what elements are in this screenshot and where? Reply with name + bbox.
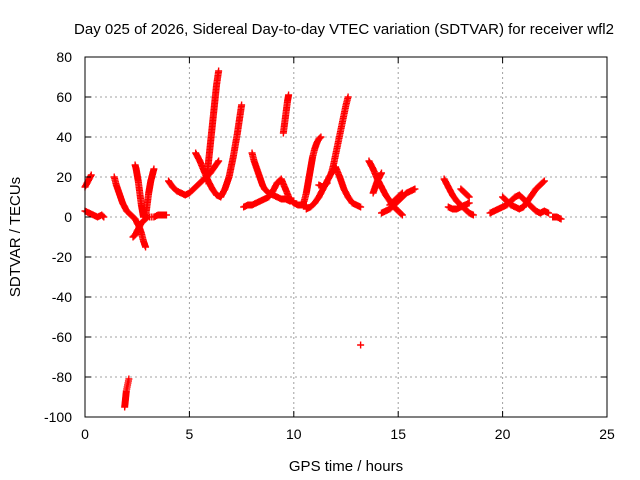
- y-tick-label: 80: [56, 49, 72, 65]
- data-series: [369, 169, 385, 197]
- y-tick-label: -60: [52, 329, 72, 345]
- data-point-markers: [81, 171, 95, 191]
- data-points: [81, 67, 565, 411]
- grid-lines: [85, 57, 607, 417]
- data-point-markers: [357, 341, 365, 349]
- y-tick-label: -40: [52, 289, 72, 305]
- axis-ticks: [84, 56, 608, 418]
- data-series: [549, 213, 565, 223]
- data-series: [377, 185, 419, 217]
- data-series: [248, 149, 298, 205]
- data-series: [386, 189, 406, 209]
- data-series: [129, 211, 170, 241]
- data-point-markers: [121, 375, 133, 411]
- data-series: [457, 185, 473, 201]
- data-point-markers: [457, 185, 473, 201]
- x-tick-label: 20: [495, 426, 511, 442]
- y-tick-label: 60: [56, 89, 72, 105]
- data-series: [486, 191, 553, 217]
- data-point-markers: [549, 213, 565, 223]
- data-series: [202, 67, 223, 185]
- data-point-markers: [202, 67, 223, 185]
- data-series: [300, 133, 325, 205]
- data-point-markers: [444, 199, 473, 213]
- data-point-markers: [248, 149, 298, 205]
- data-series: [81, 171, 95, 191]
- y-tick-label: 20: [56, 169, 72, 185]
- data-point-markers: [377, 185, 419, 217]
- data-series: [121, 375, 133, 411]
- x-tick-label: 0: [81, 426, 89, 442]
- plot-frame: [84, 56, 608, 418]
- data-series: [142, 165, 158, 221]
- chart-title: Day 025 of 2026, Sidereal Day-to-day VTE…: [74, 21, 614, 38]
- data-point-markers: [315, 179, 331, 191]
- data-point-markers: [300, 133, 325, 205]
- data-point-markers: [192, 101, 246, 201]
- data-point-markers: [129, 211, 170, 241]
- data-point-markers: [486, 191, 553, 217]
- y-tick-labels: -100 -80 -60 -40 -20 0 20 40 60 80: [44, 49, 72, 425]
- data-series: [315, 179, 331, 191]
- y-tick-label: -100: [44, 409, 72, 425]
- data-point-markers: [142, 165, 158, 221]
- data-point-markers: [279, 91, 293, 137]
- data-series: [192, 101, 246, 201]
- y-tick-label: 40: [56, 129, 72, 145]
- x-tick-label: 10: [286, 426, 302, 442]
- data-point-markers: [369, 169, 385, 197]
- y-tick-label: -20: [52, 249, 72, 265]
- data-series: [279, 91, 293, 137]
- data-series: [357, 341, 365, 349]
- data-point-markers: [499, 177, 548, 213]
- data-point-markers: [386, 189, 406, 209]
- x-axis-label: GPS time / hours: [289, 458, 403, 475]
- data-series: [499, 177, 548, 213]
- y-axis-label: SDTVAR / TECUs: [7, 177, 24, 297]
- data-series: [444, 199, 473, 213]
- y-tick-label: -80: [52, 369, 72, 385]
- data-series: [327, 93, 352, 177]
- x-tick-label: 5: [186, 426, 194, 442]
- data-point-markers: [327, 93, 352, 177]
- x-tick-labels: 0 5 10 15 20 25: [81, 426, 615, 442]
- x-tick-label: 15: [390, 426, 406, 442]
- y-tick-label: 0: [64, 209, 72, 225]
- x-tick-label: 25: [599, 426, 615, 442]
